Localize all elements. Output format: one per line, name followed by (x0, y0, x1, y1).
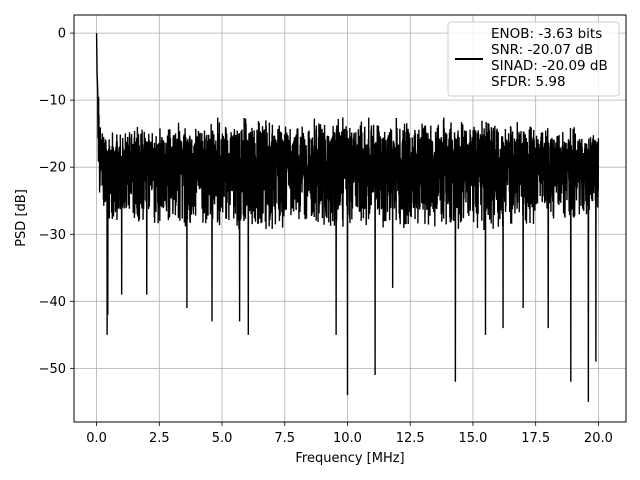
legend-entry-enob: ENOB: -3.63 bits (491, 26, 602, 42)
y-tick-label: 0 (58, 27, 66, 42)
plot-frame (73, 14, 627, 423)
y-axis-label: PSD [dB] (14, 189, 29, 247)
x-axis-ticks: 0.0 2.5 5.0 7.5 10.0 12.5 15.0 17.5 20.0 (86, 422, 613, 446)
legend-entry-snr: SNR: -20.07 dB (491, 42, 593, 58)
legend-entry-sfdr: SFDR: 5.98 (491, 74, 566, 90)
y-tick-label: −40 (39, 295, 66, 310)
legend-box (447, 21, 620, 97)
y-tick-label: −20 (39, 161, 66, 176)
x-tick-label: 0.0 (86, 431, 107, 446)
x-tick-label: 15.0 (458, 431, 487, 446)
legend: ENOB: -3.63 bits SNR: -20.07 dB SINAD: -… (447, 21, 620, 97)
x-tick-label: 5.0 (212, 431, 233, 446)
psd-series-line (95, 33, 600, 402)
x-tick-label: 10.0 (333, 431, 362, 446)
y-axis-ticks: 0 −10 −20 −30 −40 −50 (39, 27, 74, 377)
y-tick-label: −50 (39, 362, 66, 377)
x-tick-label: 20.0 (584, 431, 613, 446)
x-tick-label: 12.5 (396, 431, 425, 446)
y-tick-label: −10 (39, 94, 66, 109)
x-tick-label: 7.5 (274, 431, 295, 446)
x-tick-label: 2.5 (149, 431, 170, 446)
legend-entry-sinad: SINAD: -20.09 dB (491, 58, 608, 74)
series-layer (95, 33, 600, 402)
x-axis-label: Frequency [MHz] (295, 451, 404, 466)
y-tick-label: −30 (39, 228, 66, 243)
x-tick-label: 17.5 (521, 431, 550, 446)
